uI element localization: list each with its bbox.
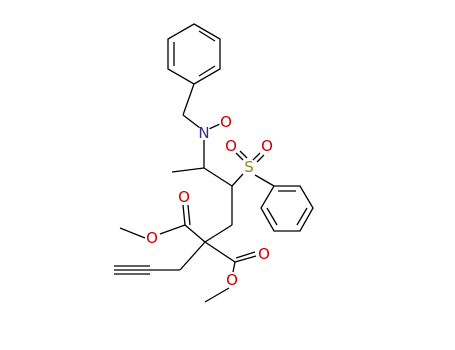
label-backdrop bbox=[197, 126, 211, 140]
atom-label: N bbox=[198, 124, 209, 142]
atom-label: O bbox=[261, 137, 273, 155]
label-backdrop bbox=[145, 231, 159, 245]
label-backdrop bbox=[225, 273, 239, 287]
label-backdrop bbox=[219, 115, 233, 129]
atom-label: O bbox=[178, 188, 190, 206]
label-backdrop bbox=[224, 139, 238, 153]
label-backdrop bbox=[257, 247, 271, 261]
label-backdrop bbox=[177, 190, 191, 204]
atom-label: O bbox=[146, 229, 158, 247]
bonds bbox=[114, 23, 314, 303]
atom-label: O bbox=[226, 271, 238, 289]
atom-label: O bbox=[220, 113, 232, 131]
label-backdrop bbox=[260, 139, 274, 153]
atom-label: O bbox=[225, 137, 237, 155]
atom-label: O bbox=[258, 245, 270, 263]
atom-label: S bbox=[244, 158, 254, 176]
label-backdrop bbox=[242, 160, 256, 174]
